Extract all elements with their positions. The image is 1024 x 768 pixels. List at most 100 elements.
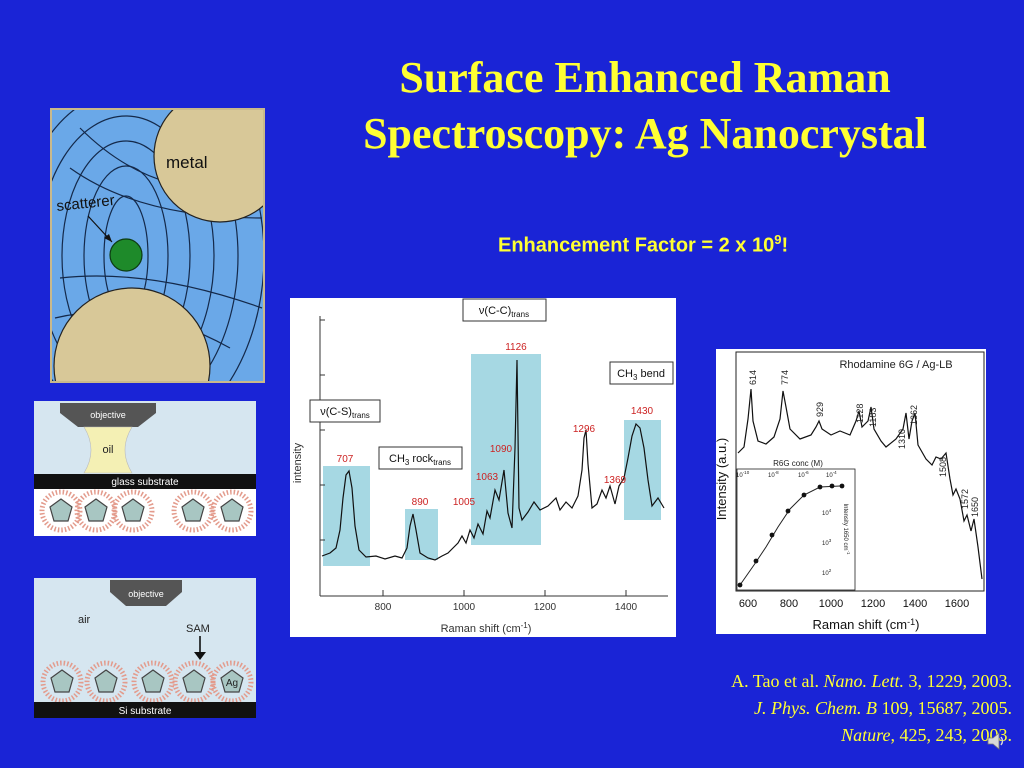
peak-1650: 1650 [970, 497, 980, 517]
svg-text:10-4: 10-4 [826, 470, 837, 479]
x-axis-label: Raman shift (cm-1) [813, 617, 920, 632]
oil-label: oil [102, 444, 113, 456]
ag-label: Ag [226, 678, 238, 689]
references: A. Tao et al. Nano. Lett. 3, 1229, 2003.… [731, 668, 1012, 749]
peak-890: 890 [412, 497, 429, 508]
x-tick-800: 800 [780, 598, 798, 610]
box-ch3-rock-label: CH3 rocktrans [389, 453, 451, 467]
sam-arrow-head [194, 652, 206, 660]
metal-sphere-bottom [53, 287, 211, 381]
box-ch3-rock [378, 446, 463, 470]
band-707 [323, 466, 370, 566]
svg-text:10-8: 10-8 [768, 470, 779, 479]
peak-labels: 707 890 1005 1063 1090 1126 1296 1369 14… [337, 342, 654, 508]
speaker-icon[interactable] [986, 730, 1008, 752]
peak-1508: 1508 [938, 457, 948, 477]
inset-point [839, 483, 845, 489]
reference-2: J. Phys. Chem. B 109, 15687, 2005. [754, 698, 1012, 718]
x-tick-1200: 1200 [861, 598, 885, 610]
spectrum-trace [737, 388, 983, 580]
objective-label: objective [90, 410, 126, 420]
inset-point [801, 492, 807, 498]
substrate-label: glass substrate [111, 477, 179, 488]
x-axis-label: Raman shift (cm-1) [441, 621, 532, 635]
reference-3: Nature, 425, 243, 2003. [841, 725, 1012, 745]
si-substrate-label: Si substrate [119, 706, 172, 717]
scatterer-label: scatterer [56, 192, 116, 215]
scatterer-particle [109, 238, 143, 272]
inset-frame [736, 468, 856, 591]
reference-1: A. Tao et al. Nano. Lett. 3, 1229, 2003. [731, 671, 1012, 691]
enhancement-suffix: ! [781, 234, 789, 257]
enhancement-text: Enhancement Factor = 2 x 10 [498, 234, 775, 257]
peak-1362: 1362 [909, 405, 919, 425]
band-cc [471, 354, 541, 545]
arrow-head [104, 234, 112, 242]
inset-y-label: Intensity 1650 cm-1 [842, 503, 851, 555]
mode-boxes: ν(C-C)trans ν(C-S)trans CH3 rocktrans CH… [309, 298, 674, 470]
band-890 [405, 509, 438, 560]
peak-labels: 614 774 929 1128 1183 1310 1362 1508 157… [748, 370, 980, 517]
peak-1369: 1369 [604, 475, 627, 486]
peak-1063: 1063 [476, 472, 499, 483]
highlight-bands [323, 354, 661, 566]
enhancement-factor: Enhancement Factor = 2 x 109! [498, 232, 788, 258]
x-tick-1400: 1400 [903, 598, 927, 610]
peak-1430: 1430 [631, 406, 654, 417]
objective-lens [110, 580, 182, 606]
nanoparticle-row [40, 660, 254, 704]
peak-614: 614 [748, 370, 758, 385]
title-line-2: Spectroscopy: Ag Nanocrystal [363, 109, 927, 158]
peak-1128: 1128 [855, 404, 865, 423]
inset-data-points [737, 483, 845, 588]
glass-substrate [34, 474, 256, 489]
oil-drop [83, 426, 133, 474]
peak-1183: 1183 [868, 408, 878, 427]
box-cc-label: ν(C-C)trans [479, 305, 529, 319]
box-cs-label: ν(C-S)trans [320, 406, 370, 420]
sam-label: SAM [186, 623, 210, 635]
inset-title: R6G conc (M) [773, 459, 823, 468]
x-tick-600: 600 [739, 598, 757, 610]
setup-oil-diagram: objective oil glass substrate [34, 401, 256, 536]
x-tick-1200: 1200 [534, 602, 557, 613]
objective-lens [60, 403, 156, 427]
box-cs-trans [309, 399, 381, 423]
nanoparticle-row [39, 489, 254, 533]
x-tick-800: 800 [375, 602, 392, 613]
x-tick-1000: 1000 [453, 602, 476, 613]
si-substrate [34, 702, 256, 718]
inset-point [785, 508, 791, 514]
inset-point [769, 532, 775, 538]
x-ticks: 600 800 1000 1200 1400 1600 [739, 598, 969, 610]
inset-top-ticks: 10-10 10-8 10-6 10-4 [736, 470, 837, 479]
chart-title: Rhodamine 6G / Ag-LB [839, 359, 952, 371]
box-ch3-bend [609, 361, 674, 385]
scatterer-diagram: metal scatterer [50, 108, 265, 383]
svg-text:10-6: 10-6 [798, 470, 809, 479]
box-cc-trans [462, 298, 547, 322]
concentration-inset: R6G conc (M) 10-10 10-8 10-6 10-4 104 10… [736, 459, 856, 591]
axes [319, 316, 668, 597]
peak-1310: 1310 [897, 429, 907, 449]
peak-1005: 1005 [453, 497, 476, 508]
inset-point [817, 484, 823, 490]
x-tick-1600: 1600 [945, 598, 969, 610]
peak-1090: 1090 [490, 444, 513, 455]
band-1430 [624, 420, 661, 520]
svg-text:102: 102 [822, 568, 832, 577]
peak-1572: 1572 [960, 489, 970, 509]
metal-sphere-top [153, 110, 263, 223]
x-tick-1000: 1000 [819, 598, 843, 610]
svg-text:103: 103 [822, 538, 832, 547]
y-axis-label: intensity [292, 442, 304, 483]
svg-text:10-10: 10-10 [736, 470, 750, 479]
svg-text:104: 104 [822, 508, 832, 517]
inset-point [737, 582, 743, 588]
y-axis-label: Intensity (a.u.) [716, 438, 729, 520]
spectrum-chart-2: Rhodamine 6G / Ag-LB 614 774 929 1128 11… [716, 349, 986, 634]
enhancement-exponent: 9 [774, 232, 782, 247]
title-line-1: Surface Enhanced Raman [399, 53, 891, 102]
air-label: air [78, 614, 91, 626]
box-ch3-bend-label: CH3 bend [617, 368, 665, 382]
